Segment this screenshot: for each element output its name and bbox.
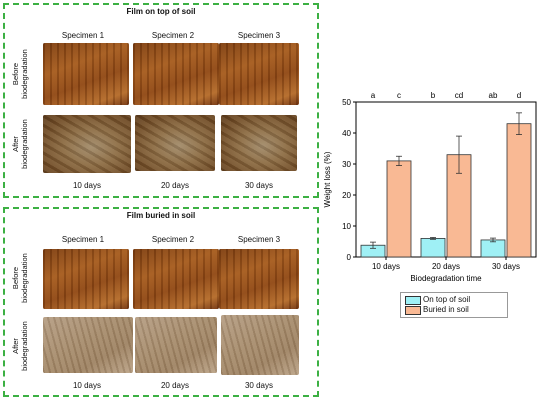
top-photo-panel: Film on top of soil Specimen 1 Specimen … <box>3 3 319 198</box>
bar-on-top-2 <box>480 239 506 258</box>
bottom-after-word: After <box>11 338 20 354</box>
bottom-after-row-label: After biodegradation <box>11 311 29 381</box>
legend-swatch-buried <box>405 306 421 315</box>
bottom-specimen-1-label: Specimen 1 <box>61 235 105 244</box>
top-before-word2: biodegradation <box>20 49 29 99</box>
bottom-after-word2: biodegradation <box>20 321 29 371</box>
y-axis-label: Weight loss (%) <box>323 151 332 207</box>
bottom-days-20: 20 days <box>160 381 190 390</box>
bottom-after-specimen-3-photo <box>221 315 299 375</box>
top-after-specimen-1-photo <box>43 115 131 173</box>
top-days-10: 10 days <box>72 181 102 190</box>
bar-on-top-1 <box>420 237 446 258</box>
y-tick-label: 30 <box>342 160 351 169</box>
top-before-row-label: Before biodegradation <box>11 39 29 109</box>
bottom-photo-panel: Film buried in soil Specimen 1 Specimen … <box>3 207 319 397</box>
bar-buried-2 <box>506 123 532 258</box>
x-axis-label: Biodegradation time <box>410 274 482 283</box>
bottom-before-specimen-1-photo <box>43 249 129 309</box>
top-before-specimen-3-photo <box>219 43 299 105</box>
significance-letter: cd <box>455 91 463 100</box>
bottom-after-specimen-1-photo <box>43 317 133 373</box>
top-specimen-2-label: Specimen 2 <box>151 31 195 40</box>
bottom-before-word: Before <box>11 266 20 290</box>
bar-buried-0 <box>386 160 412 258</box>
top-specimen-1-label: Specimen 1 <box>61 31 105 40</box>
top-after-specimen-2-photo <box>135 115 215 171</box>
bottom-specimen-2-label: Specimen 2 <box>151 235 195 244</box>
y-tick-label: 40 <box>342 129 351 138</box>
top-days-20: 20 days <box>160 181 190 190</box>
bottom-after-specimen-2-photo <box>135 317 217 373</box>
bottom-days-30: 30 days <box>244 381 274 390</box>
significance-letter: a <box>371 91 376 100</box>
bottom-specimen-3-label: Specimen 3 <box>237 235 281 244</box>
bottom-before-specimen-3-photo <box>219 249 299 309</box>
bottom-before-row-label: Before biodegradation <box>11 243 29 313</box>
y-tick-label: 0 <box>347 253 352 262</box>
top-after-specimen-3-photo <box>221 115 297 171</box>
significance-letter: b <box>431 91 436 100</box>
bottom-before-word2: biodegradation <box>20 253 29 303</box>
chart-legend: On top of soil Buried in soil <box>400 292 508 318</box>
legend-swatch-on-top <box>405 296 421 305</box>
x-tick-label: 30 days <box>492 262 520 271</box>
top-panel-title: Film on top of soil <box>126 7 196 16</box>
y-tick-label: 20 <box>342 191 351 200</box>
bottom-panel-title: Film buried in soil <box>126 211 196 220</box>
top-before-specimen-1-photo <box>43 43 129 105</box>
significance-letter: c <box>397 91 401 100</box>
top-before-specimen-2-photo <box>133 43 219 105</box>
bottom-days-10: 10 days <box>72 381 102 390</box>
x-tick-label: 20 days <box>432 262 460 271</box>
top-after-word2: biodegradation <box>20 119 29 169</box>
y-tick-label: 50 <box>342 98 351 107</box>
significance-letter: d <box>517 91 521 100</box>
significance-letter: ab <box>489 91 498 100</box>
legend-label-on-top: On top of soil <box>423 295 471 304</box>
top-before-word: Before <box>11 62 20 86</box>
top-specimen-3-label: Specimen 3 <box>237 31 281 40</box>
x-tick-label: 10 days <box>372 262 400 271</box>
legend-label-buried: Buried in soil <box>423 305 469 314</box>
bottom-before-specimen-2-photo <box>133 249 219 309</box>
top-after-row-label: After biodegradation <box>11 109 29 179</box>
top-days-30: 30 days <box>244 181 274 190</box>
y-tick-label: 10 <box>342 222 351 231</box>
weight-loss-chart: 0 10 20 30 40 50 Weight loss (%) 10 days a c 20 da… <box>323 91 537 283</box>
top-after-word: After <box>11 136 20 152</box>
